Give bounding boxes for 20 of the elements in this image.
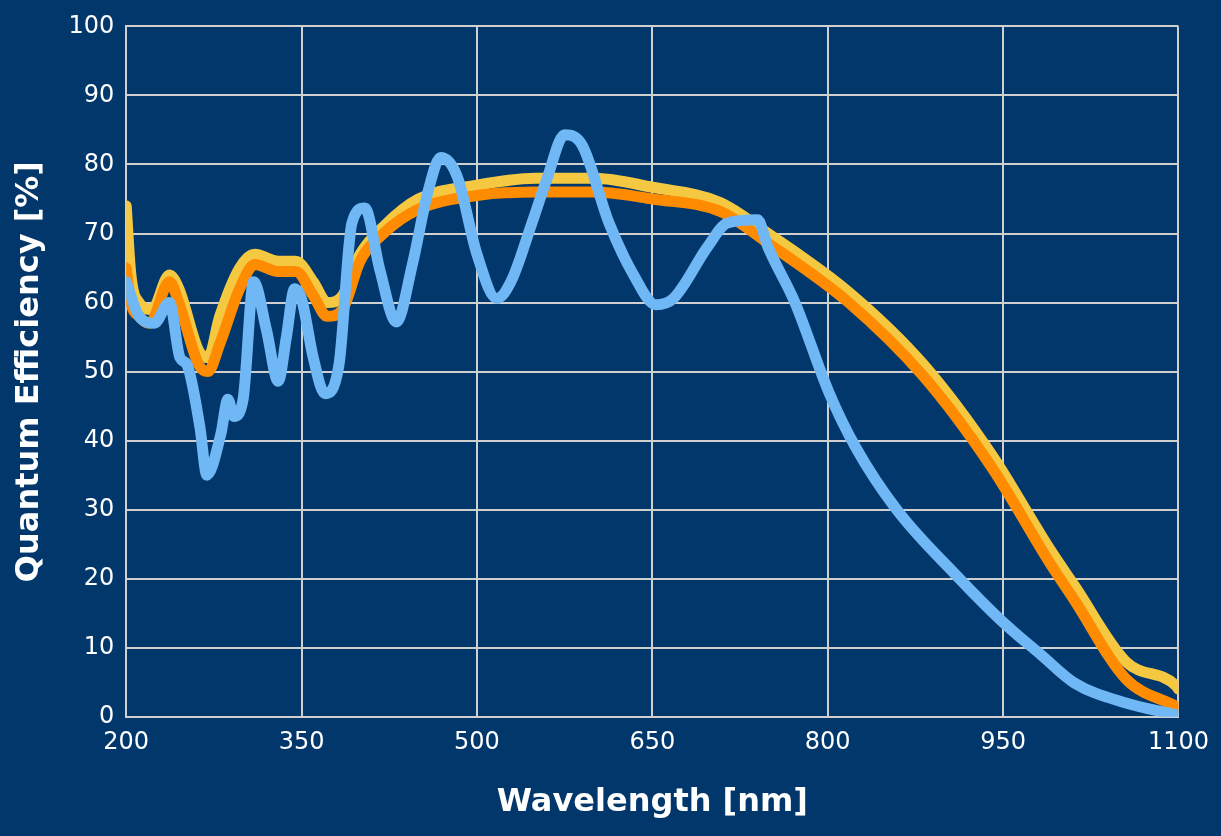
- x-tick-label: 500: [454, 727, 500, 756]
- y-tick-label: 20: [83, 562, 115, 591]
- y-tick-label: 0: [98, 701, 115, 730]
- x-tick-label: 350: [278, 727, 325, 756]
- x-axis-title: Wavelength [nm]: [496, 781, 808, 820]
- y-tick-label: 30: [83, 493, 115, 522]
- x-tick-label: 950: [980, 727, 1026, 756]
- y-tick-label: 40: [83, 424, 115, 453]
- y-tick-label: 50: [83, 355, 115, 384]
- y-tick-label: 10: [83, 631, 115, 660]
- y-tick-label: 70: [83, 217, 115, 246]
- y-axis-title: Quantum Efficiency [%]: [7, 161, 46, 583]
- y-tick-label: 100: [68, 10, 115, 39]
- x-tick-label: 800: [804, 727, 851, 756]
- y-tick-label: 80: [83, 148, 115, 177]
- x-tick-label: 200: [103, 727, 150, 756]
- y-tick-label: 90: [83, 79, 115, 108]
- y-tick-label: 60: [83, 286, 115, 315]
- x-tick-label: 650: [629, 727, 676, 756]
- x-tick-label: 1100: [1147, 727, 1209, 756]
